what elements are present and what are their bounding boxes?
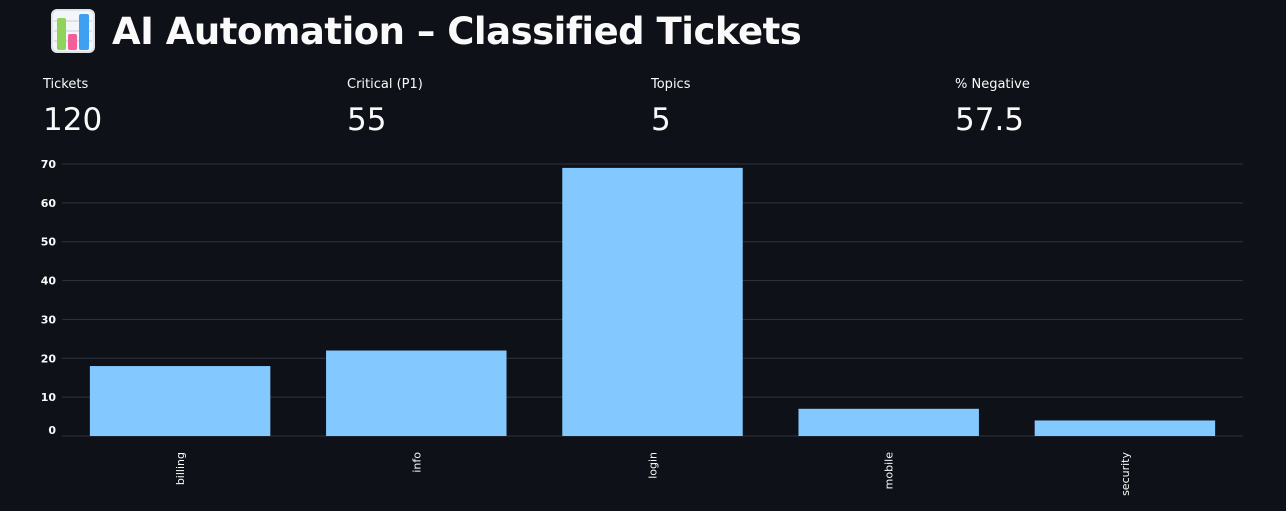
x-tick-label: security: [1119, 452, 1132, 496]
x-tick-label: mobile: [883, 452, 896, 490]
bar-chart-icon: [51, 9, 95, 53]
x-axis: billing info login mobile security: [174, 452, 1132, 496]
x-tick-label: login: [647, 452, 660, 479]
metric-value: 57.5: [955, 102, 1025, 138]
metric-critical: Critical (P1) 55: [347, 76, 423, 140]
y-tick-label: 0: [48, 424, 56, 437]
bar-billing[interactable]: [89, 366, 271, 436]
bar-mobile[interactable]: [798, 408, 979, 436]
bar-login[interactable]: [562, 167, 743, 436]
y-tick-label: 10: [41, 391, 57, 404]
x-tick-label: billing: [174, 452, 187, 485]
header: AI Automation – Classified Tickets: [50, 6, 802, 56]
y-tick-label: 20: [41, 352, 57, 365]
metric-tickets: Tickets 120: [43, 76, 102, 140]
bar-security[interactable]: [1034, 420, 1216, 436]
bar-layer: [89, 167, 1216, 436]
y-axis: 0 10 20 30 40 50 60 70: [41, 158, 57, 437]
page-title: AI Automation – Classified Tickets: [112, 9, 802, 53]
tickets-by-topic-chart: 0 10 20 30 40 50 60 70 billing info login mobile se…: [41, 158, 1243, 496]
metric-value: 120: [43, 102, 103, 138]
metric-value: 55: [347, 102, 387, 138]
y-tick-label: 60: [41, 197, 57, 210]
y-tick-label: 30: [41, 313, 57, 326]
x-tick-label: info: [410, 452, 423, 473]
metric-topics: Topics 5: [651, 76, 690, 140]
y-tick-label: 70: [41, 158, 57, 171]
bar-info[interactable]: [326, 350, 507, 436]
metric-label: Topics: [651, 77, 691, 92]
metric-negative: % Negative 57.5: [955, 76, 1030, 140]
metric-value: 5: [651, 102, 671, 138]
metric-label: % Negative: [955, 77, 1030, 92]
y-tick-label: 40: [41, 275, 57, 288]
y-tick-label: 50: [41, 236, 57, 249]
metric-label: Critical (P1): [347, 77, 423, 92]
metric-label: Tickets: [43, 77, 89, 92]
